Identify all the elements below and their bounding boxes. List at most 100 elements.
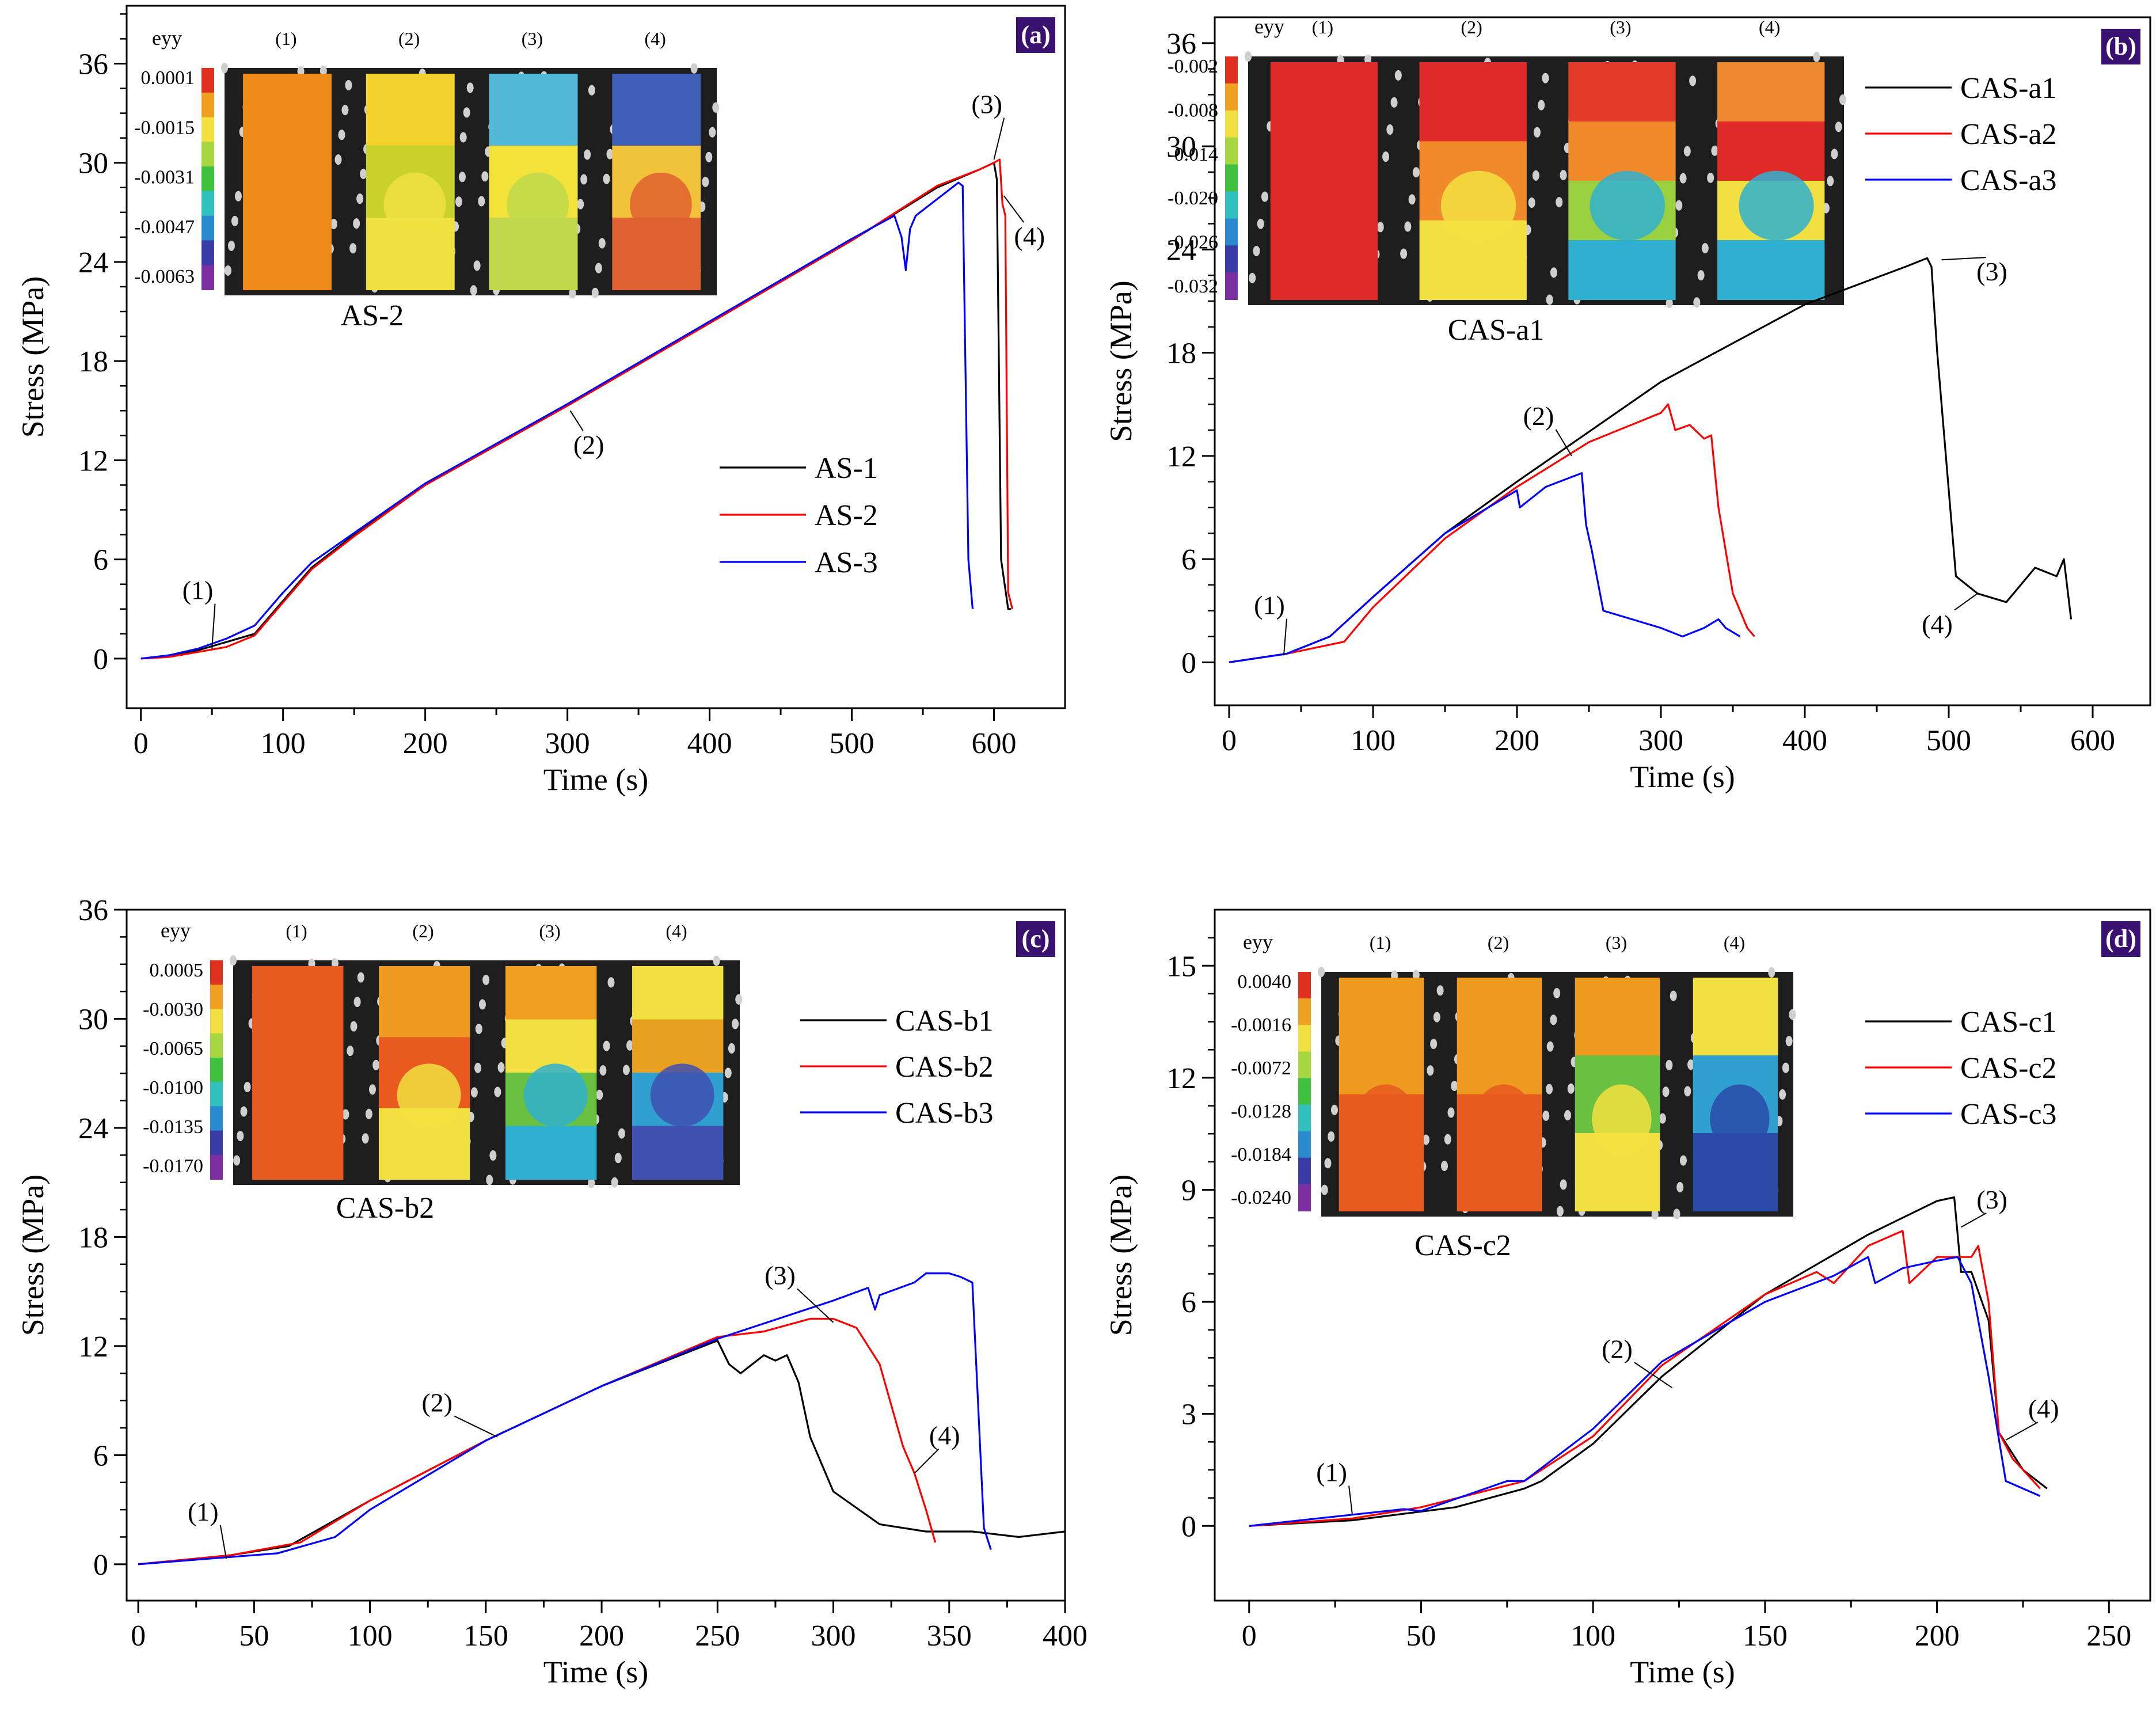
colorbar-segment [1225, 56, 1238, 84]
speckle-dot [1330, 1104, 1338, 1115]
legend-label: CAS-a2 [1960, 118, 2057, 151]
speckle-dot [1249, 272, 1256, 283]
speckle-dot [362, 1133, 369, 1144]
colorbar-segment [201, 191, 214, 216]
speckle-dot [1827, 176, 1834, 187]
speckle-dot [1675, 200, 1683, 211]
speckle-dot [1253, 245, 1260, 256]
speckle-dot [1651, 1209, 1659, 1220]
speckle-dot [588, 85, 595, 96]
speckle-dot [1382, 151, 1390, 162]
x-tick-label: 0 [131, 1620, 146, 1652]
y-tick-label: 0 [1181, 647, 1196, 679]
y-tick-label: 6 [1181, 1286, 1196, 1319]
speckle-dot [1532, 170, 1539, 181]
x-tick-label: 500 [830, 727, 874, 760]
y-tick-label: 12 [1166, 440, 1196, 473]
stage-label: (3) [1606, 932, 1627, 953]
speckle-dot [606, 149, 614, 159]
contour-scale-value: -0.014 [1168, 144, 1218, 165]
speckle-dot [1257, 218, 1264, 229]
x-tick-label: 100 [1571, 1620, 1615, 1652]
contour-scale-value: 0.0040 [1238, 971, 1292, 993]
y-axis-title: Stress (MPa) [16, 1175, 50, 1336]
stage-annotation: (2) [573, 430, 604, 459]
speckle-dot [1324, 1158, 1332, 1169]
inset-caption: AS-2 [341, 299, 404, 332]
speckle-dot [459, 132, 467, 143]
stage-annotation: (2) [421, 1388, 453, 1418]
speckle-dot [705, 151, 713, 162]
speckle-dot [1436, 985, 1444, 996]
speckle-dot [473, 260, 481, 271]
contour-scale-value: -0.0135 [143, 1116, 203, 1138]
speckle-dot [338, 130, 345, 140]
speckle-dot [347, 1046, 354, 1057]
speckle-dot [341, 105, 349, 116]
contour-blob [507, 172, 569, 237]
speckle-dot [331, 958, 339, 969]
contour-scale-title: eyy [161, 919, 191, 942]
speckle-dot [735, 994, 743, 1005]
x-tick-label: 500 [1926, 724, 1971, 757]
speckle-dot [596, 1089, 603, 1100]
panel-label-badge [2101, 921, 2140, 957]
stage-annotation: (4) [2028, 1394, 2059, 1423]
speckle-dot [482, 974, 490, 985]
stage-label: (4) [666, 921, 687, 941]
colorbar-segment [1225, 191, 1238, 219]
x-axis-title: Time (s) [1630, 1655, 1735, 1689]
speckle-dot [372, 1059, 380, 1070]
speckle-dot [360, 169, 367, 180]
speckle-dot [1560, 1179, 1567, 1190]
speckle-dot [353, 997, 361, 1008]
y-tick-label: 24 [78, 1112, 108, 1145]
annotation-leader [1960, 1213, 1987, 1228]
speckle-dot [230, 955, 237, 966]
speckle-dot [1408, 194, 1416, 205]
contour-blob [397, 1063, 461, 1127]
legend-label: CAS-a1 [1960, 72, 2057, 105]
contour-scale-value: -0.0100 [143, 1077, 203, 1099]
panel-4: 0 50 100 150 200 250 0 3 6 9 12 15 Time (s) Stress (M… [1104, 909, 2151, 1689]
stage-label: (4) [1724, 932, 1745, 953]
x-tick-label: 150 [1743, 1620, 1788, 1652]
speckle-dot [732, 1019, 739, 1029]
speckle-dot [478, 999, 486, 1010]
series-line-cas-b2 [138, 1317, 937, 1565]
colorbar-segment [210, 960, 223, 986]
speckle-dot [1538, 100, 1545, 111]
contour-scale-value: -0.0047 [134, 216, 195, 238]
speckle-dot [231, 215, 238, 226]
contour-band [1717, 62, 1825, 122]
speckle-dot [1693, 297, 1701, 308]
x-tick-label: 600 [2070, 724, 2115, 757]
x-tick-label: 200 [1495, 724, 1539, 757]
contour-band [632, 1126, 724, 1180]
inset-caption: CAS-b2 [336, 1192, 434, 1225]
colorbar-segment [1225, 164, 1238, 192]
series-line-as-3 [140, 181, 974, 660]
panel-label-badge [1016, 17, 1055, 53]
speckle-dot [603, 1040, 610, 1051]
stage-label: (1) [275, 28, 296, 49]
colorbar-segment [210, 1154, 223, 1180]
speckle-dot [474, 1062, 482, 1073]
colorbar-segment [210, 985, 223, 1010]
legend-label: CAS-c3 [1960, 1098, 2057, 1131]
speckle-dot [1427, 1065, 1434, 1076]
speckle-dot [598, 238, 606, 249]
contour-scale-value: -0.020 [1168, 188, 1218, 209]
speckle-dot [1390, 97, 1398, 108]
y-tick-label: 30 [1166, 131, 1196, 164]
y-tick-label: 12 [78, 444, 108, 477]
panel-3: 0 50 100 150 200 250 300 350 400 0 6 12 18 24 30 36 Time… [16, 894, 1087, 1689]
strain-contour-inset: eyy 0.0005 -0.0030 -0.0065 -0.0100 -0.0135 -0.… [143, 919, 743, 1225]
stage-label: (4) [1759, 17, 1780, 37]
contour-band [1568, 240, 1676, 300]
colorbar-segment [1298, 998, 1311, 1026]
y-tick-label: 15 [1166, 950, 1196, 983]
y-tick-label: 12 [78, 1331, 108, 1363]
colorbar-segment [210, 1057, 223, 1083]
